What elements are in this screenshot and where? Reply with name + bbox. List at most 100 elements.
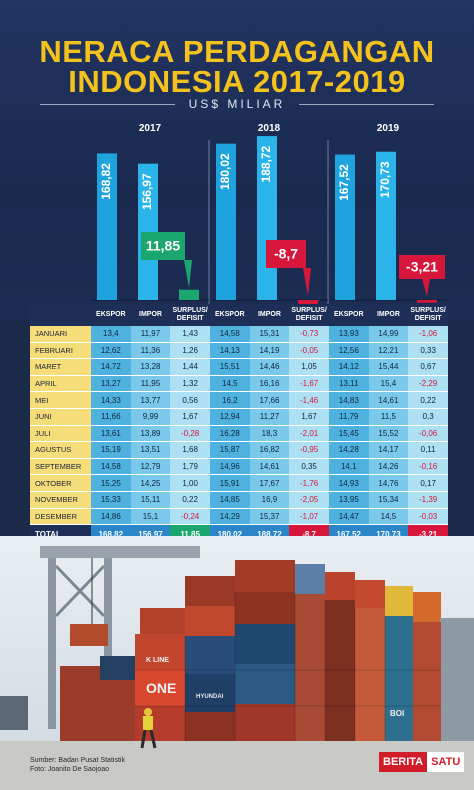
table-cell: 0,56 bbox=[170, 391, 210, 409]
table-cell: 1,67 bbox=[170, 408, 210, 426]
table-cell: 15,34 bbox=[368, 491, 409, 509]
table-cell: 14,86 bbox=[91, 508, 131, 526]
logo-part-berita: BERITA bbox=[379, 752, 428, 772]
table-row: AGUSTUS 15,19 13,51 1,68 15,87 16,82 -0,95 14,2… bbox=[30, 441, 448, 459]
month-label: MEI bbox=[30, 391, 91, 409]
table-cell: 13,95 bbox=[328, 491, 369, 509]
truck bbox=[0, 696, 28, 730]
table-cell: -1,07 bbox=[289, 508, 329, 526]
title-line-2: INDONESIA 2017-2019 bbox=[68, 64, 406, 99]
table-cell: -1,46 bbox=[289, 391, 329, 409]
table-cell: -0,16 bbox=[408, 458, 448, 476]
table-cell: 12,21 bbox=[368, 342, 409, 360]
table-cell: 18,3 bbox=[249, 425, 290, 443]
table-cell: 16,16 bbox=[249, 375, 290, 393]
callout-pointer bbox=[303, 268, 311, 296]
logo-part-satu: SATU bbox=[427, 752, 465, 772]
table-cell: 12,94 bbox=[209, 408, 250, 426]
year-label: 2019 bbox=[377, 123, 400, 134]
callout-value-label: -3,21 bbox=[406, 259, 438, 275]
header-ekspor-2017: EKSPOR bbox=[91, 304, 131, 326]
bar bbox=[335, 154, 355, 300]
table-row: OKTOBER 15,25 14,25 1,00 15,91 17,67 -1,76 14,9… bbox=[30, 474, 448, 492]
header-impor-2018: IMPOR bbox=[249, 304, 290, 326]
container-stack: ONE HYUNDAI K LINE BOI bbox=[60, 560, 474, 748]
bar bbox=[138, 163, 158, 300]
table-cell: 15,91 bbox=[209, 474, 250, 492]
table-cell: 14,47 bbox=[328, 508, 369, 526]
table-cell: 16,9 bbox=[249, 491, 290, 509]
month-label: FEBRUARI bbox=[30, 342, 91, 360]
table-cell: 1,05 bbox=[289, 358, 329, 376]
table-cell: 1,44 bbox=[170, 358, 210, 376]
container-label-hyundai: HYUNDAI bbox=[196, 694, 224, 700]
photo-credit: Foto: Joanito De Saojoao bbox=[30, 766, 109, 773]
bar bbox=[376, 151, 396, 300]
month-label: OKTOBER bbox=[30, 474, 91, 492]
callout-value-label: -8,7 bbox=[274, 246, 298, 262]
header-impor-2019: IMPOR bbox=[368, 304, 409, 326]
table-cell: -2,29 bbox=[408, 375, 448, 393]
table-cell: 15,37 bbox=[249, 508, 290, 526]
month-label: AGUSTUS bbox=[30, 441, 91, 459]
table-cell: 14,58 bbox=[91, 458, 131, 476]
source-credit: Sumber: Badan Pusat Statistik Foto: Joan… bbox=[30, 756, 125, 774]
table-cell: 11,66 bbox=[91, 408, 131, 426]
table-row: DESEMBER 14,86 15,1 -0,24 14,29 15,37 -1,07 14,… bbox=[30, 508, 448, 526]
table-row: NOVEMBER 15,33 15,11 0,22 14,85 16,9 -2,05 13,9… bbox=[30, 491, 448, 509]
table-cell: 14,61 bbox=[368, 391, 409, 409]
monthly-table: EKSPOR IMPOR SURPLUS/ DEFISIT EKSPOR IMP… bbox=[30, 304, 448, 544]
month-label: JANUARI bbox=[30, 326, 91, 343]
table-cell: 14,25 bbox=[130, 474, 171, 492]
table-cell: 0,17 bbox=[408, 474, 448, 492]
table-cell: 14,17 bbox=[368, 441, 409, 459]
table-cell: 14,12 bbox=[328, 358, 369, 376]
month-label: JUNI bbox=[30, 408, 91, 426]
table-cell: 15,25 bbox=[91, 474, 131, 492]
table-cell: 12,79 bbox=[130, 458, 171, 476]
table-cell: -0,05 bbox=[289, 342, 329, 360]
table-cell: -1,67 bbox=[289, 375, 329, 393]
table-cell: 11,5 bbox=[368, 408, 409, 426]
table-cell: 14,72 bbox=[91, 358, 131, 376]
table-cell: 14,19 bbox=[249, 342, 290, 360]
subtitle: US$ MILIAR bbox=[188, 97, 286, 111]
table-cell: 15,44 bbox=[368, 358, 409, 376]
month-label: JULI bbox=[30, 425, 91, 443]
table-cell: 13,51 bbox=[130, 441, 171, 459]
surplus-bar bbox=[179, 289, 199, 300]
table-row: MARET 14,72 13,28 1,44 15,51 14,46 1,05 14,12 15… bbox=[30, 358, 448, 376]
table-cell: -0,03 bbox=[408, 508, 448, 526]
header-surplus-2017: SURPLUS/ DEFISIT bbox=[170, 304, 210, 326]
table-cell: -0,06 bbox=[408, 425, 448, 443]
callout-value-label: 11,85 bbox=[146, 238, 180, 254]
table-cell: 0,35 bbox=[289, 458, 329, 476]
bar bbox=[216, 143, 236, 300]
table-cell: -0,28 bbox=[170, 425, 210, 443]
table-cell: 16,2 bbox=[209, 391, 250, 409]
table-cell: 14,93 bbox=[328, 474, 369, 492]
table-cell: 0,3 bbox=[408, 408, 448, 426]
table-cell: 14,5 bbox=[368, 508, 409, 526]
table-cell: 13,27 bbox=[91, 375, 131, 393]
table-cell: 1,79 bbox=[170, 458, 210, 476]
crane-icon bbox=[40, 546, 200, 729]
table-cell: 14,26 bbox=[368, 458, 409, 476]
table-cell: 14,1 bbox=[328, 458, 369, 476]
table-cell: 0,67 bbox=[408, 358, 448, 376]
table-row: JANUARI 13,4 11,97 1,43 14,58 15,31 -0,73 13,93… bbox=[30, 326, 448, 343]
table-cell: 14,5 bbox=[209, 375, 250, 393]
bar-value-label: 168,82 bbox=[99, 163, 113, 200]
table-cell: 14,83 bbox=[328, 391, 369, 409]
beritasatu-logo: BERITA SATU bbox=[379, 752, 465, 772]
bar-chart: 2017 168,82 156,97 11,85 2018 180,02 188,72 -8,… bbox=[93, 123, 447, 308]
subtitle-row: US$ MILIAR bbox=[40, 97, 434, 111]
year-label: 2017 bbox=[139, 123, 162, 134]
callout-pointer bbox=[422, 279, 430, 296]
table-cell: 11,95 bbox=[130, 375, 171, 393]
table-cell: 11,36 bbox=[130, 342, 171, 360]
table-cell: -1,06 bbox=[408, 326, 448, 343]
table-header-row: EKSPOR IMPOR SURPLUS/ DEFISIT EKSPOR IMP… bbox=[30, 304, 448, 326]
callout-pointer bbox=[184, 260, 192, 288]
table-cell: 14,99 bbox=[368, 326, 409, 343]
